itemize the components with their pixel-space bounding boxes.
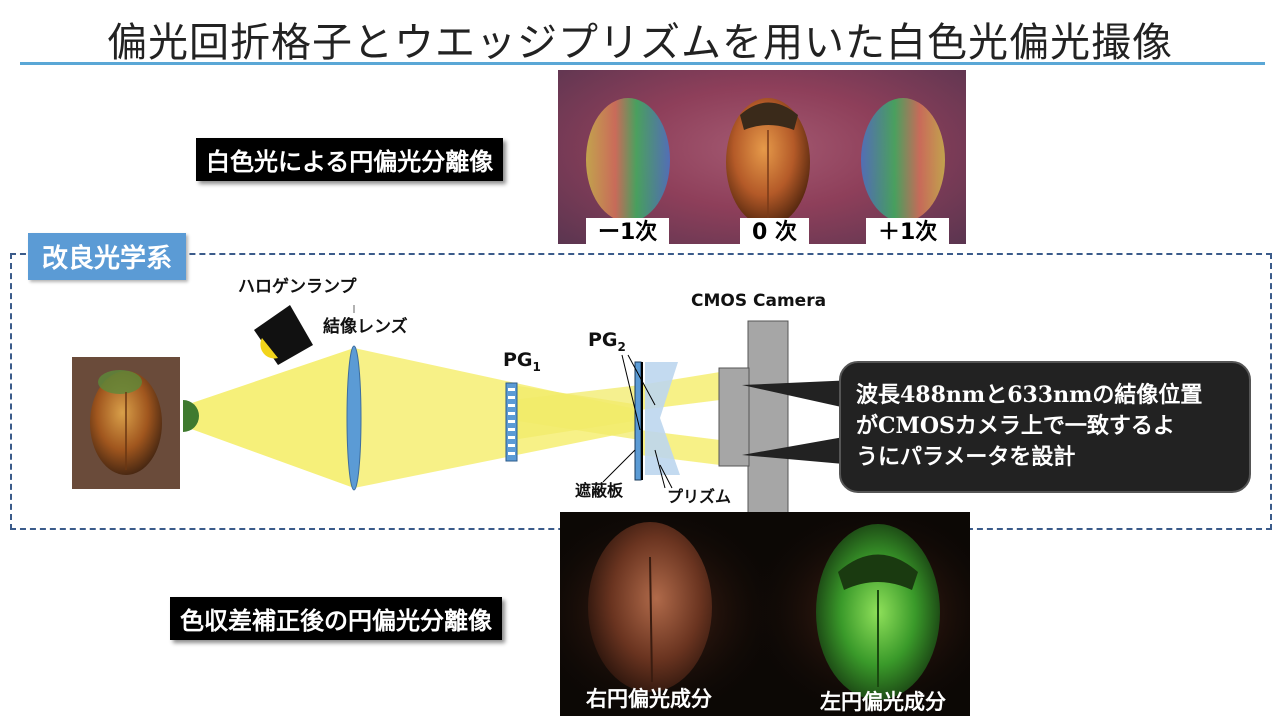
- white-light-label: 白色光による円偏光分離像: [196, 138, 504, 181]
- callout-line-3: うにパラメータを設計: [856, 444, 1076, 470]
- white-light-separation-photo: [558, 70, 966, 244]
- order-minus1-label: ー1次: [586, 218, 670, 248]
- corrected-separation-photo: [560, 512, 970, 716]
- order-plus1-label: ＋1次: [866, 218, 950, 248]
- order-zero-label: 0 次: [740, 218, 809, 248]
- improved-system-tag: 改良光学系: [28, 233, 187, 280]
- corrected-label: 色収差補正後の円偏光分離像: [170, 597, 502, 640]
- title-underline: [20, 62, 1265, 65]
- right-circular-label: 右円偏光成分: [586, 687, 712, 711]
- slide-title: 偏光回折格子とウエッジプリズムを用いた白色光偏光撮像: [107, 20, 1173, 66]
- left-circular-label: 左円偏光成分: [820, 690, 946, 714]
- callout-line-2: がCMOSカメラ上で一致するよ: [856, 413, 1175, 439]
- callout-text: 波長488nmと633nmの結像位置 がCMOSカメラ上で一致するよ うにパラメ…: [856, 380, 1202, 473]
- callout-line-1: 波長488nmと633nmの結像位置: [856, 382, 1203, 408]
